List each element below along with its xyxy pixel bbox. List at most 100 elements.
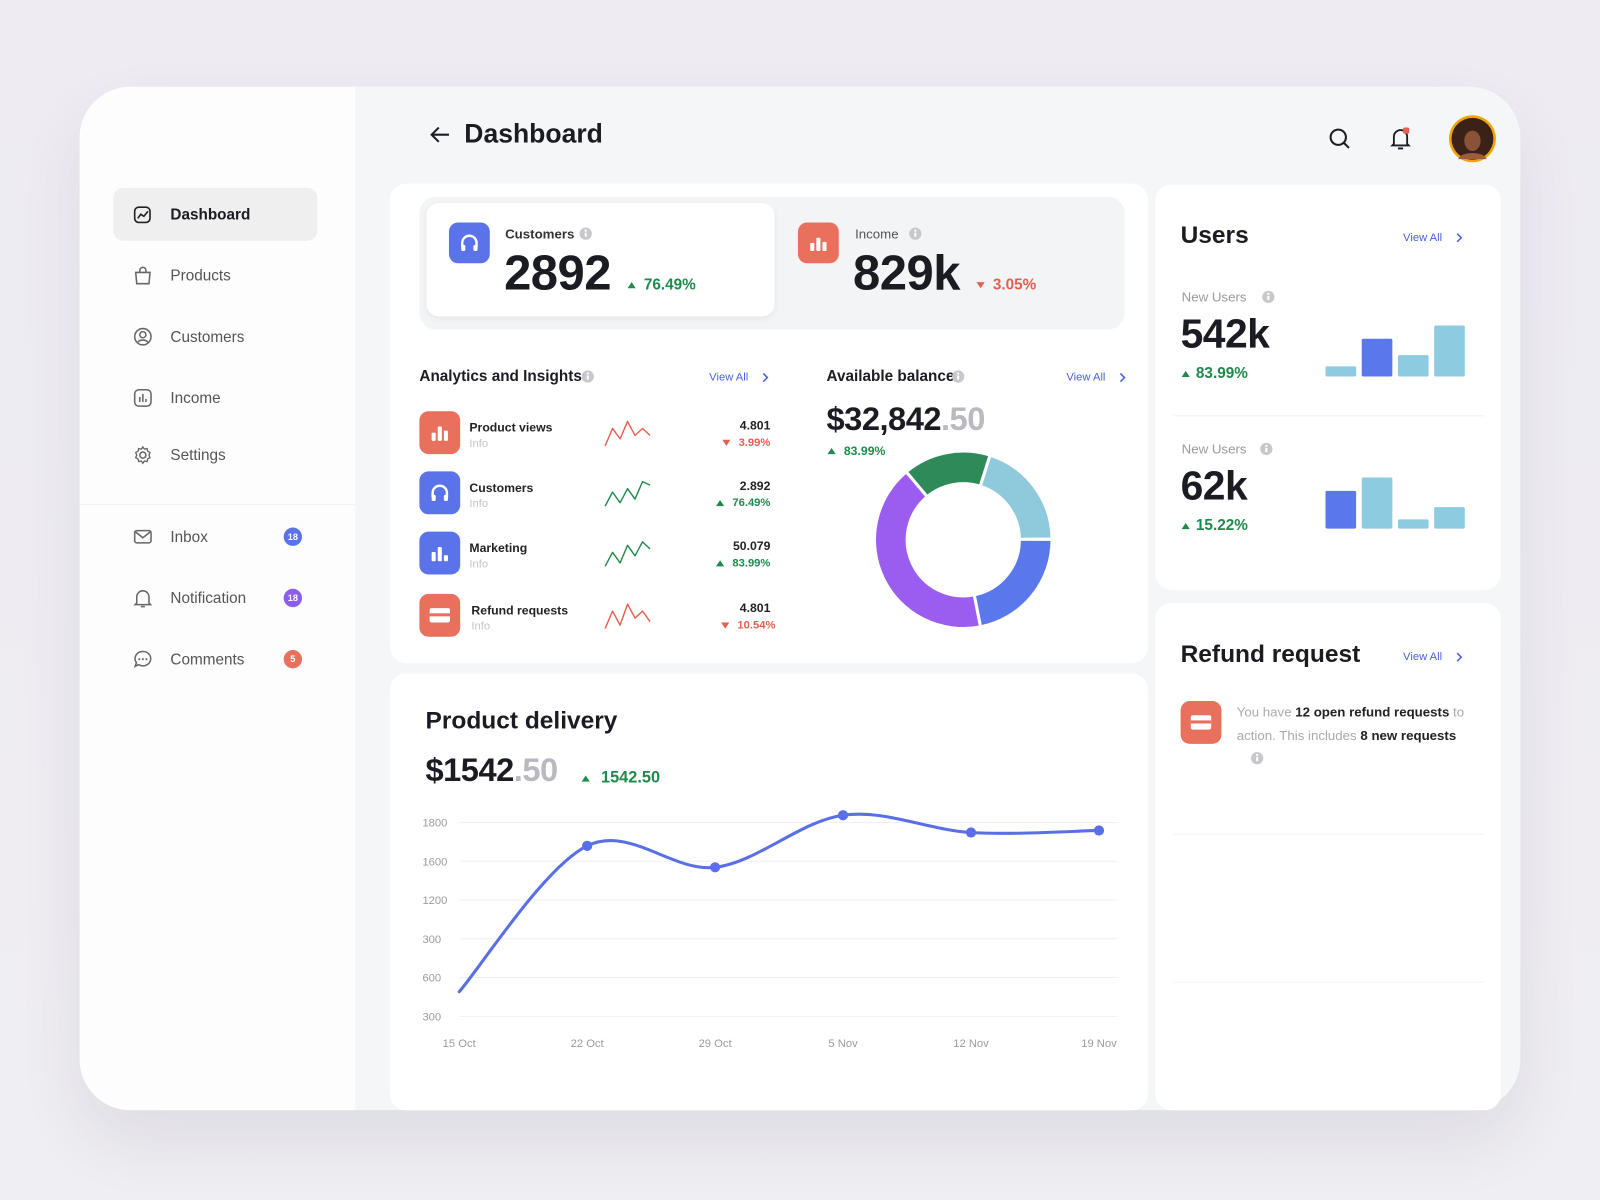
stat-value: 829k	[853, 246, 960, 301]
nav-icon	[133, 650, 152, 668]
refund-panel	[1155, 603, 1502, 1111]
change-label: 3.99%	[738, 436, 771, 449]
section-title: Product delivery	[425, 707, 618, 735]
row-value: 2.892	[739, 478, 771, 493]
change-label: 83.99%	[732, 557, 771, 570]
row-icon	[419, 411, 461, 455]
nav-icon	[133, 206, 151, 224]
nav-item[interactable]: Inbox 18	[113, 510, 317, 563]
badge: 18	[283, 527, 303, 546]
stat-change: 76.49%	[627, 276, 696, 294]
amount: $32,842	[826, 400, 942, 438]
row-name: Customers	[469, 480, 534, 495]
row-sub: Info	[469, 558, 489, 571]
change-label: 3.05%	[992, 276, 1037, 294]
user-stat-label: New Users	[1181, 441, 1247, 457]
change-label: 76.49%	[643, 276, 696, 294]
text-strong: 8 new requests	[1360, 727, 1457, 743]
user-stat-label: New Users	[1181, 289, 1247, 305]
change-label: 83.99%	[1195, 364, 1248, 383]
nav-item[interactable]: Dashboard	[113, 187, 318, 241]
avatar[interactable]	[1448, 114, 1497, 163]
section-title: Refund request	[1180, 640, 1361, 669]
info-icon[interactable]	[579, 227, 592, 240]
nav-label: Dashboard	[170, 205, 251, 223]
delivery-panel	[389, 673, 1148, 1111]
triangle	[716, 560, 725, 567]
page-title: Dashboard	[464, 117, 603, 149]
nav-icon	[133, 389, 152, 407]
refund-icon	[1180, 701, 1222, 744]
user-stat-value: 542k	[1180, 311, 1270, 357]
change-label: 76.49%	[732, 496, 771, 510]
info-icon[interactable]	[1260, 442, 1273, 456]
triangle	[716, 499, 725, 507]
divider	[1173, 833, 1485, 835]
change-label: 10.54%	[737, 619, 776, 632]
stat-label: Income	[855, 226, 899, 242]
change-label: 1542.50	[601, 769, 661, 787]
row-change: 3.99%	[722, 437, 770, 449]
delivery-change: 1542.50	[581, 769, 661, 787]
user-stat-change: 15.22%	[1181, 516, 1248, 535]
change-label: 15.22%	[1195, 516, 1248, 535]
chevron	[762, 372, 769, 383]
nav-icon	[133, 590, 153, 608]
triangle	[722, 439, 731, 446]
nav-item[interactable]: Customers	[113, 310, 317, 363]
row-name: Product views	[469, 420, 553, 435]
nav-item[interactable]: Income	[113, 371, 317, 424]
sidebar	[79, 86, 356, 1111]
nav-label: Income	[170, 389, 221, 407]
info-icon[interactable]	[1251, 752, 1264, 765]
nav-item[interactable]: Comments 5	[113, 633, 317, 686]
row-change: 76.49%	[716, 497, 770, 509]
search-icon[interactable]	[1328, 127, 1352, 151]
change-label: 83.99%	[843, 443, 886, 459]
divider	[1173, 415, 1485, 417]
text-strong: 12 open refund requests	[1295, 704, 1450, 720]
divider	[79, 504, 356, 506]
chevron	[1119, 372, 1126, 383]
divider	[1173, 981, 1485, 983]
badge: 5	[283, 649, 303, 669]
amount: $1542	[425, 751, 515, 789]
view-all-link[interactable]: View All	[1066, 371, 1106, 384]
row-change: 83.99%	[716, 557, 770, 569]
row-sub: Info	[469, 497, 489, 511]
info-icon[interactable]	[952, 370, 965, 383]
row-sub: Info	[471, 620, 491, 633]
nav-item[interactable]: Products	[113, 249, 317, 302]
back-arrow[interactable]	[429, 124, 451, 144]
nav-label: Settings	[170, 446, 226, 464]
nav-label: Customers	[170, 328, 245, 346]
info-icon[interactable]	[909, 227, 922, 240]
nav-label: Products	[170, 266, 231, 285]
nav-label: Notification	[170, 589, 247, 607]
row-change: 10.54%	[721, 619, 776, 632]
nav-icon	[134, 445, 151, 465]
chevron	[1456, 233, 1463, 243]
info-icon[interactable]	[1262, 290, 1275, 304]
notification-icon[interactable]	[1388, 124, 1415, 151]
user-stat-value: 62k	[1180, 463, 1248, 509]
view-all-link[interactable]: View All	[709, 371, 749, 384]
badge: 18	[283, 588, 303, 608]
row-name: Marketing	[469, 540, 528, 556]
cents: .50	[940, 400, 985, 438]
stat-icon	[448, 222, 490, 264]
row-value: 4.801	[739, 601, 771, 616]
text: You have	[1236, 704, 1296, 720]
section-title: Analytics and Insights	[419, 367, 582, 386]
nav-item[interactable]: Notification 18	[113, 571, 317, 624]
view-all-link[interactable]: View All	[1403, 231, 1443, 244]
stat-label: Customers	[505, 226, 575, 242]
row-value: 50.079	[732, 538, 771, 554]
row-icon	[419, 593, 461, 637]
nav-item[interactable]: Settings	[113, 429, 317, 482]
info-icon[interactable]	[581, 370, 594, 383]
view-all-link[interactable]: View All	[1403, 651, 1443, 664]
nav-icon	[133, 327, 152, 346]
